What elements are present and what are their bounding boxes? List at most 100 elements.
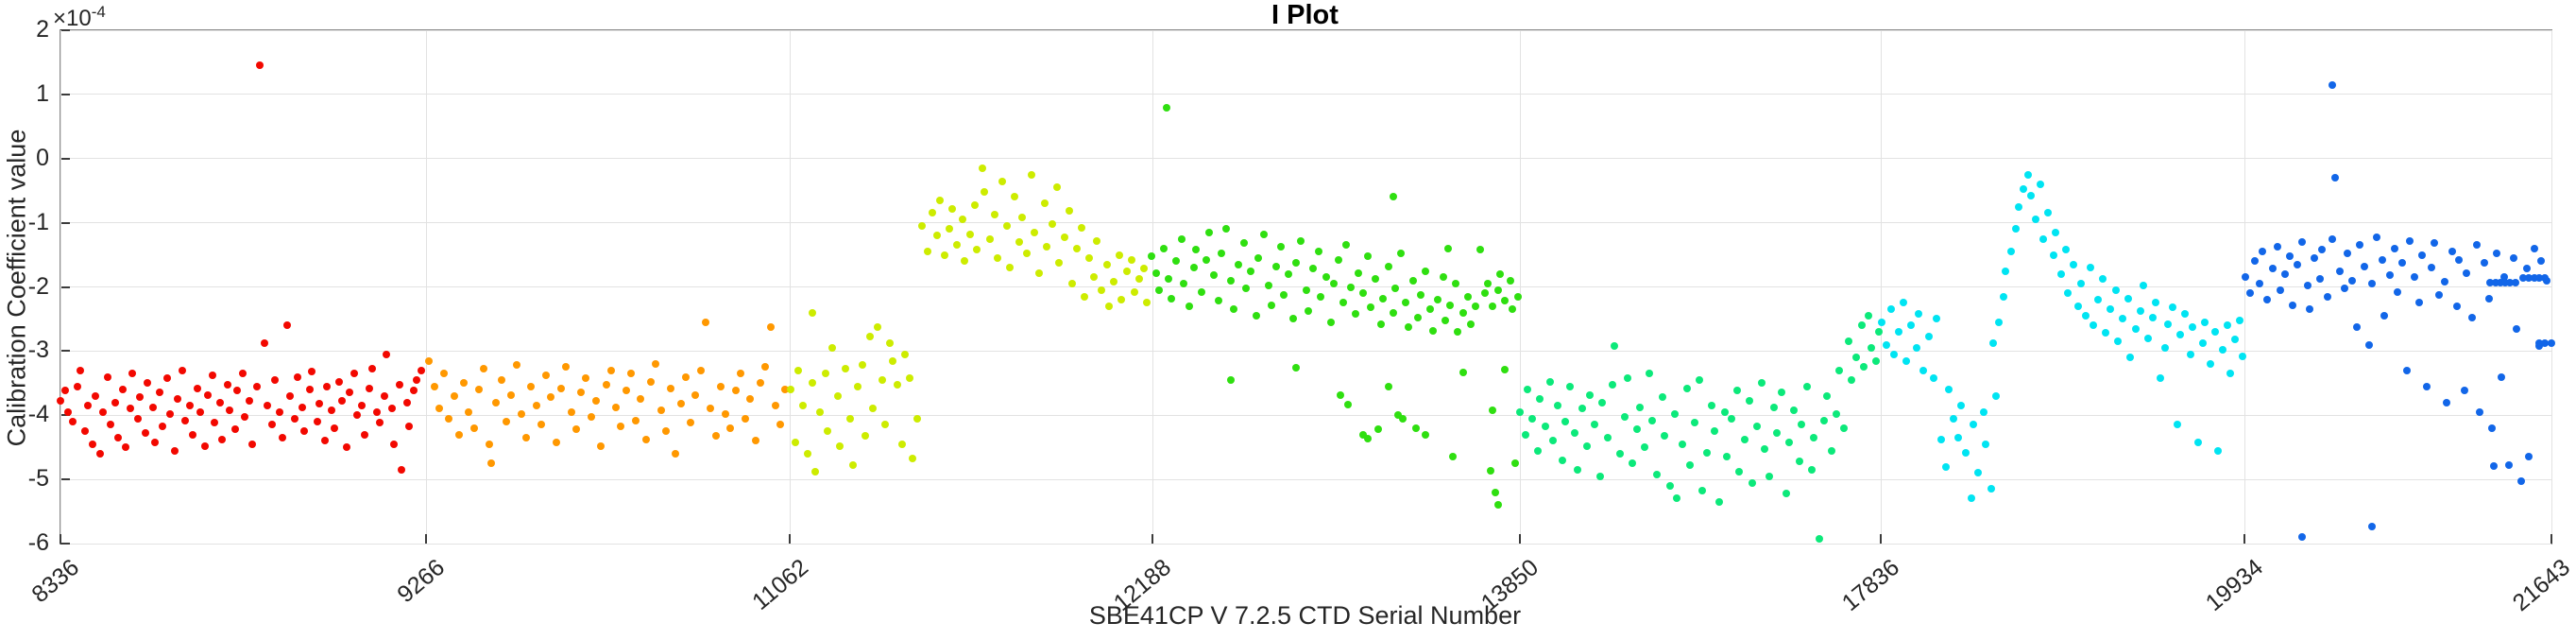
data-point-batch-green xyxy=(1177,234,1186,243)
data-point-batch-green xyxy=(1428,326,1437,335)
data-point-batch-springgreen xyxy=(1752,423,1761,431)
data-point-batch-red xyxy=(226,406,234,414)
data-point-batch-blue xyxy=(2288,301,2296,309)
data-point-batch-cyan xyxy=(2002,267,2010,275)
data-point-batch-cyan xyxy=(1915,310,1923,318)
data-point-batch-red xyxy=(387,405,396,413)
data-point-batch-green xyxy=(1230,305,1238,314)
data-point-batch-blue xyxy=(2491,278,2499,286)
data-point-batch-orange xyxy=(532,402,540,410)
data-point-batch-green xyxy=(1289,315,1298,323)
data-point-batch-blue xyxy=(2530,273,2538,282)
data-point-batch-blue xyxy=(2328,80,2336,89)
y-tick-label: -2 xyxy=(27,272,49,300)
data-point-batch-cyan xyxy=(2169,303,2177,312)
y-tick-mark xyxy=(60,93,70,95)
data-point-batch-cyan xyxy=(1882,340,1890,349)
data-point-batch-cyan xyxy=(1919,366,1928,374)
data-point-batch-yellow xyxy=(1015,237,1024,246)
data-point-batch-blue xyxy=(2268,265,2277,273)
data-point-batch-springgreen xyxy=(1516,407,1525,416)
data-point-batch-green xyxy=(1185,302,1193,310)
data-point-batch-yellow xyxy=(900,350,909,358)
data-point-batch-cyan xyxy=(1887,305,1896,314)
data-point-batch-yellow xyxy=(816,407,825,416)
data-point-batch-red xyxy=(305,386,314,394)
data-point-batch-orange xyxy=(716,382,725,390)
x-gridline xyxy=(1880,30,1882,544)
data-point-batch-springgreen xyxy=(1615,449,1624,458)
data-point-batch-springgreen xyxy=(1571,429,1579,438)
data-point-batch-red xyxy=(111,398,119,406)
data-point-batch-red xyxy=(372,407,381,416)
data-point-batch-orange xyxy=(425,356,434,365)
data-point-batch-cyan xyxy=(2126,354,2135,362)
data-point-batch-cyan xyxy=(2069,260,2077,268)
data-point-batch-orange xyxy=(445,414,453,423)
x-gridline xyxy=(2550,30,2552,544)
data-point-batch-cyan xyxy=(2151,299,2159,307)
data-point-batch-orange xyxy=(657,406,665,414)
data-point-batch-cyan xyxy=(2213,446,2222,455)
data-point-batch-green xyxy=(1454,328,1462,336)
data-point-batch-orange xyxy=(577,389,586,397)
data-point-batch-yellow xyxy=(1065,207,1073,216)
data-point-batch-springgreen xyxy=(1661,431,1669,440)
data-point-batch-cyan xyxy=(2111,285,2120,294)
data-point-batch-cyan xyxy=(2073,302,2082,310)
data-point-batch-springgreen xyxy=(1633,425,1642,434)
data-point-batch-cyan xyxy=(2052,228,2060,236)
data-point-batch-blue xyxy=(2335,267,2344,275)
data-point-batch-yellow xyxy=(1035,268,1044,277)
data-point-batch-yellow xyxy=(946,225,954,234)
data-point-batch-blue xyxy=(2410,273,2418,282)
data-point-batch-cyan xyxy=(2201,318,2209,326)
data-point-batch-green xyxy=(1416,290,1424,299)
data-point-batch-springgreen xyxy=(1678,440,1686,448)
data-point-batch-green xyxy=(1506,276,1514,285)
data-point-batch-blue xyxy=(2440,278,2448,286)
data-point-batch-yellow xyxy=(845,414,854,423)
data-point-batch-cyan xyxy=(1954,434,1963,441)
data-point-batch-springgreen xyxy=(1635,404,1644,412)
data-point-batch-red xyxy=(159,423,167,431)
data-point-batch-springgreen xyxy=(1833,409,1841,418)
data-point-batch-springgreen xyxy=(1608,380,1616,389)
y-tick-label: -6 xyxy=(27,529,49,556)
data-point-batch-blue xyxy=(2311,253,2319,262)
data-point-batch-cyan xyxy=(1967,494,1975,503)
data-point-batch-cyan xyxy=(2186,350,2194,358)
data-point-batch-red xyxy=(323,382,332,390)
data-point-batch-blue xyxy=(2393,287,2401,296)
data-point-batch-springgreen xyxy=(1653,470,1662,478)
data-point-batch-red xyxy=(383,350,391,358)
data-point-batch-green xyxy=(1247,267,1255,275)
data-point-batch-green xyxy=(1489,302,1497,310)
data-point-batch-springgreen xyxy=(1566,382,1575,390)
data-point-batch-orange xyxy=(497,375,505,384)
data-point-batch-green xyxy=(1404,322,1412,331)
data-point-batch-yellow xyxy=(985,234,994,243)
data-point-batch-red xyxy=(69,418,77,426)
data-point-batch-green xyxy=(1326,318,1335,326)
data-point-batch-yellow xyxy=(1130,287,1138,296)
data-point-batch-green xyxy=(1434,296,1442,304)
data-point-batch-blue xyxy=(2330,174,2339,182)
data-point-batch-red xyxy=(255,61,264,70)
data-point-batch-yellow xyxy=(798,402,807,410)
data-point-batch-orange xyxy=(751,437,759,445)
data-point-batch-blue xyxy=(2472,241,2481,250)
data-point-batch-orange xyxy=(587,412,595,421)
data-point-batch-green xyxy=(1239,239,1248,248)
data-point-batch-cyan xyxy=(2012,225,2021,234)
data-point-batch-blue xyxy=(2405,236,2414,245)
data-point-batch-blue xyxy=(2286,251,2295,260)
data-point-batch-cyan xyxy=(2056,269,2065,278)
data-point-batch-cyan xyxy=(2239,352,2246,360)
data-point-batch-red xyxy=(276,407,284,416)
data-point-batch-green xyxy=(1359,430,1368,439)
data-point-batch-green xyxy=(1376,320,1385,328)
data-point-batch-springgreen xyxy=(1802,382,1811,390)
data-point-batch-green xyxy=(1379,294,1388,303)
